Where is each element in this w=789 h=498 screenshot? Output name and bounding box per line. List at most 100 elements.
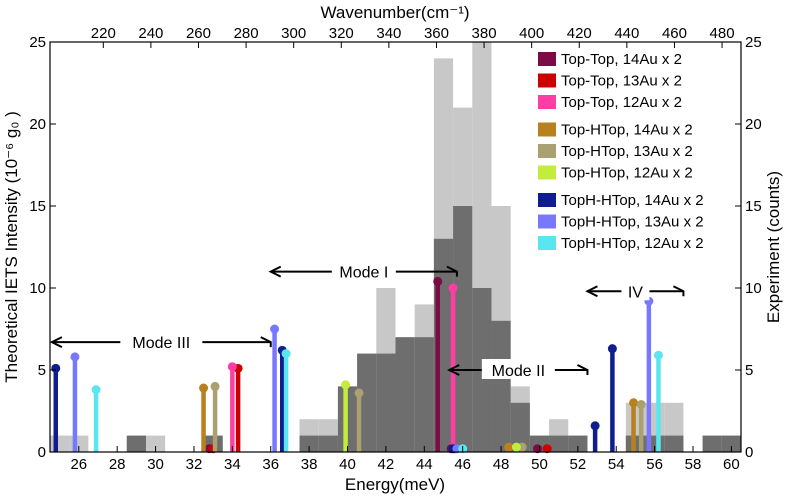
legend-label: Top-Top, 13Au x 2 — [561, 73, 682, 90]
axis-ticks: 26 28 30 32 34 36 38 40 42 44 46 48 50 52 54 56 58 60 0 0 5 5… — [29, 25, 761, 473]
stem-marker — [448, 283, 458, 293]
y-tick-label: 0 — [38, 444, 46, 461]
x-tick-label: 44 — [416, 456, 433, 473]
histogram-bar — [414, 337, 434, 452]
histogram-bar — [357, 353, 377, 452]
histogram-bar — [145, 435, 166, 452]
x-tick-label: 52 — [570, 456, 587, 473]
annotation-label: IV — [628, 284, 643, 301]
stem-marker — [91, 385, 101, 395]
annotation-arrowhead — [447, 364, 460, 376]
stem-marker — [636, 399, 646, 409]
stem-marker — [51, 363, 61, 373]
histogram-bar — [126, 435, 146, 452]
annotation-label-bg — [331, 260, 396, 281]
right-y-tick-label: 10 — [745, 280, 762, 297]
histogram-bar — [453, 206, 473, 452]
top-tick-label: 340 — [376, 25, 401, 42]
y-tick-label: 15 — [29, 198, 46, 215]
annotation-label: Mode I — [339, 265, 388, 282]
stem-marker — [70, 352, 80, 362]
stem-marker — [433, 276, 443, 286]
legend-swatch — [538, 144, 556, 158]
legend-swatch — [538, 122, 556, 137]
legend-swatch — [538, 193, 556, 207]
theory-stems — [51, 276, 663, 454]
top-tick-label: 400 — [519, 25, 544, 42]
x-tick-label: 36 — [262, 456, 279, 473]
annotation-label: Mode III — [132, 335, 190, 352]
x-tick-label: 28 — [109, 456, 126, 473]
legend-swatch — [538, 214, 556, 229]
legend-label: TopH-HTop, 13Au x 2 — [561, 214, 704, 231]
y-tick-label: 5 — [38, 362, 46, 379]
top-axis-label: Wavenumber(cm⁻¹) — [320, 3, 469, 22]
x-axis-label: Energy(meV) — [345, 475, 445, 494]
histogram-bar — [549, 435, 569, 452]
top-tick-label: 320 — [329, 25, 354, 42]
annotation-arrowhead — [260, 336, 272, 348]
legend-swatch — [538, 52, 556, 66]
stem-marker — [511, 442, 521, 452]
histogram-bar — [299, 435, 319, 452]
top-tick-label: 280 — [234, 25, 259, 42]
annotation-label-bg — [621, 280, 650, 301]
stem-marker — [354, 388, 364, 398]
legend-label: Top-HTop, 14Au x 2 — [561, 122, 693, 139]
top-tick-label: 360 — [424, 25, 449, 42]
annotation-label: Mode II — [492, 363, 545, 380]
x-tick-label: 40 — [339, 456, 356, 473]
x-tick-label: 50 — [531, 456, 548, 473]
histogram-bar — [702, 435, 722, 452]
top-tick-label: 460 — [662, 25, 687, 42]
legend-swatch — [538, 165, 556, 180]
top-tick-label: 220 — [91, 25, 116, 42]
stem-marker — [281, 349, 291, 359]
x-tick-label: 60 — [723, 456, 740, 473]
stem-marker — [629, 398, 639, 408]
stem-marker — [542, 444, 552, 454]
stem-marker — [210, 381, 220, 391]
histogram-bar — [376, 353, 396, 452]
histogram-bar — [568, 435, 588, 452]
annotation-arrowhead — [672, 285, 685, 297]
legend-swatch — [538, 95, 556, 109]
top-tick-label: 260 — [186, 25, 211, 42]
x-tick-label: 54 — [608, 456, 625, 473]
top-tick-label: 440 — [614, 25, 639, 42]
histogram-bar — [318, 435, 338, 452]
x-tick-label: 32 — [186, 456, 203, 473]
legend-label: Top-Top, 12Au x 2 — [561, 94, 682, 111]
x-tick-label: 38 — [301, 456, 318, 473]
histogram-bar — [395, 337, 415, 452]
legend: Top-Top, 14Au x 2 Top-Top, 13Au x 2 Top-To… — [538, 51, 704, 252]
annotation-label-bg — [481, 359, 555, 379]
y-tick-label: 10 — [29, 280, 46, 297]
legend-label: Top-HTop, 12Au x 2 — [561, 165, 693, 182]
right-y-axis-label: Experiment (counts) — [764, 171, 783, 323]
x-tick-label: 42 — [378, 456, 395, 473]
histogram-bar — [664, 435, 684, 452]
right-y-tick-label: 0 — [745, 444, 753, 461]
annotations: Mode I Mode II Mode III IV — [49, 260, 685, 380]
top-tick-label: 480 — [710, 25, 735, 42]
top-tick-label: 420 — [567, 25, 592, 42]
stem-marker — [653, 350, 663, 360]
histogram-bar — [721, 435, 741, 452]
top-tick-label: 300 — [281, 25, 306, 42]
annotation-arrowhead — [585, 285, 598, 298]
y-tick-label: 25 — [29, 34, 46, 51]
y-tick-label: 20 — [29, 116, 46, 133]
histogram-bar — [510, 402, 530, 452]
x-tick-label: 34 — [224, 456, 241, 473]
x-tick-label: 30 — [147, 456, 164, 473]
annotation-arrowhead — [49, 336, 63, 349]
x-tick-label: 48 — [493, 456, 510, 473]
stem-marker — [227, 362, 237, 372]
right-y-tick-label: 20 — [745, 116, 762, 133]
annotation-arrowhead — [576, 364, 589, 375]
right-y-tick-label: 15 — [745, 198, 762, 215]
right-y-tick-label: 5 — [745, 362, 753, 379]
histogram-bar — [491, 320, 511, 452]
